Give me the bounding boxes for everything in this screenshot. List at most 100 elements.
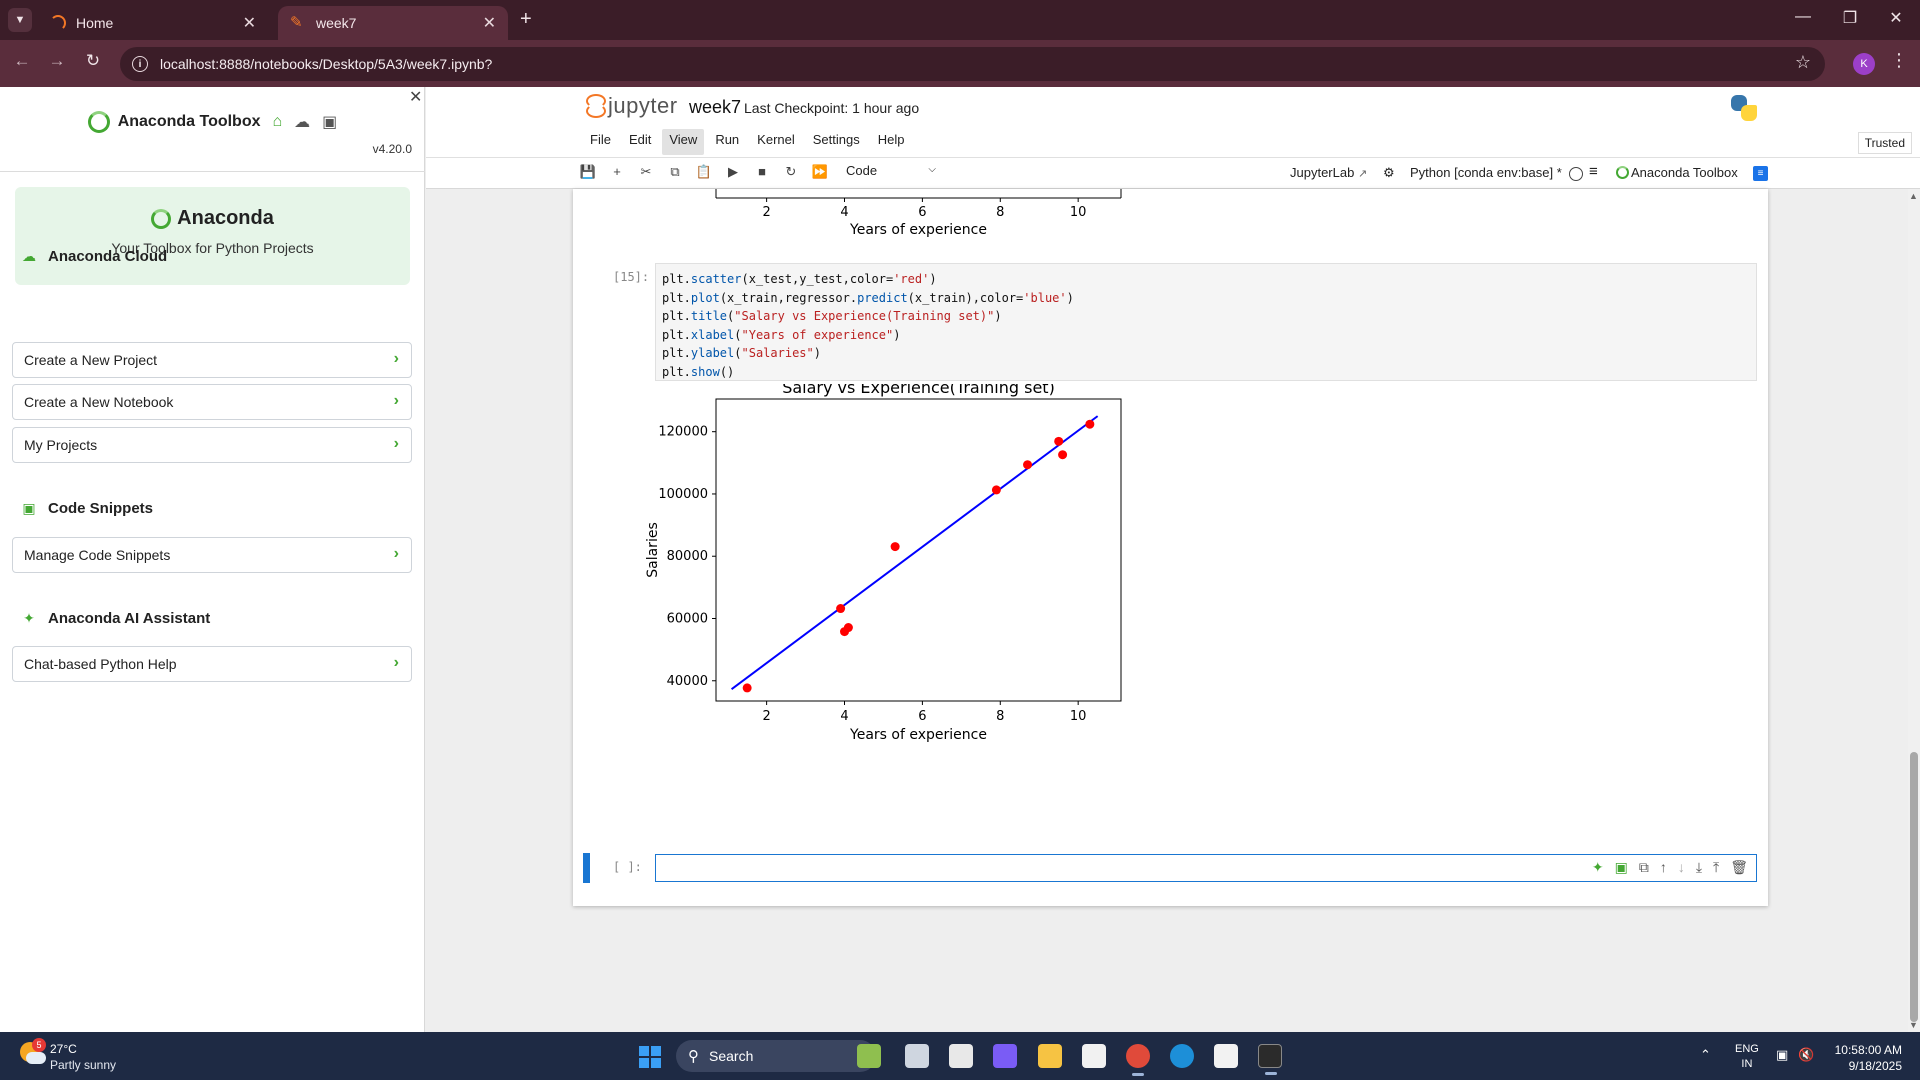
browser-menu-icon[interactable]: ⋮ <box>1890 50 1908 70</box>
notebook-toolbar: 💾 + ✂ ⧉ 📋 ▶ ■ ↻ ⏩ Code ⌵ JupyterLab ↗ ⚙ … <box>426 157 1920 189</box>
network-icon[interactable]: ▣ <box>1776 1047 1789 1062</box>
cell-type-select[interactable]: Code ⌵ <box>846 163 936 178</box>
terminal-icon[interactable] <box>1258 1044 1282 1075</box>
menu-edit[interactable]: Edit <box>628 132 652 147</box>
add-cell-icon[interactable]: + <box>613 164 621 179</box>
cloud-outline-icon[interactable]: ☁ <box>294 114 311 131</box>
scroll-down-icon[interactable]: ▼ <box>1909 1020 1918 1030</box>
code-line: plt.title("Salary vs Experience(Training… <box>662 307 1750 326</box>
copilot-icon[interactable] <box>993 1044 1017 1068</box>
tab-search-button[interactable]: ▼ <box>8 8 32 32</box>
copy-icon[interactable]: ⧉ <box>670 164 680 179</box>
notebook-name[interactable]: week7 <box>689 97 742 117</box>
app-store-icon[interactable] <box>949 1044 973 1068</box>
notebook-scrollbar[interactable]: ▲ ▼ <box>1908 189 1920 1032</box>
system-clock[interactable]: 10:58:00 AM 9/18/2025 <box>1835 1042 1902 1074</box>
start-button[interactable] <box>639 1046 661 1068</box>
y-tick-label: 120000 <box>658 425 708 440</box>
insert-above-icon[interactable]: ⤓ <box>1695 859 1703 875</box>
notebook-panel[interactable]: 2 4 6 8 10 Years of experience [15]: plt.scat… <box>573 189 1768 906</box>
close-icon[interactable]: ✕ <box>242 15 256 32</box>
new-tab-button[interactable]: + <box>520 8 532 30</box>
anaconda-logo-icon <box>151 208 172 229</box>
ai-assistant-icon[interactable]: ✦ <box>1591 859 1604 875</box>
close-icon[interactable]: ✕ <box>482 15 496 32</box>
code-line: plt.plot(x_train,regressor.predict(x_tra… <box>662 289 1750 308</box>
jupyterlab-label: JupyterLab <box>1290 165 1355 180</box>
menu-bar: File Edit View Run Kernel Settings Help <box>583 129 911 155</box>
anaconda-toolbox-button[interactable]: Anaconda Toolbox <box>1616 165 1738 180</box>
duplicate-cell-icon[interactable]: ⧉ <box>1638 859 1649 875</box>
menu-run[interactable]: Run <box>715 132 740 147</box>
menu-view[interactable]: View <box>662 129 705 155</box>
file-explorer-icon[interactable] <box>1038 1044 1062 1068</box>
menu-file[interactable]: File <box>590 132 611 147</box>
move-up-icon[interactable]: ↑ <box>1659 859 1667 875</box>
code-icon[interactable]: ▣ <box>322 114 338 131</box>
back-icon[interactable]: ← <box>13 51 31 70</box>
delete-cell-icon[interactable]: 🗑 <box>1730 859 1748 875</box>
code-token: ( <box>734 327 742 342</box>
code-token: 'blue' <box>1023 290 1067 305</box>
weather-temperature[interactable]: 27°C <box>50 1042 77 1056</box>
debugger-icon[interactable]: ⚙ <box>1383 165 1395 180</box>
show-hidden-icons[interactable]: ⌃ <box>1700 1047 1711 1062</box>
scatter-point <box>991 485 1001 495</box>
restore-icon[interactable]: ❐ <box>1842 10 1858 27</box>
code-cell-15[interactable]: plt.scatter(x_test,y_test,color='red') pl… <box>655 263 1757 381</box>
jupyter-logo[interactable]: jupyter <box>586 93 678 119</box>
url-input[interactable]: i localhost:8888/notebooks/Desktop/5A3/w… <box>120 47 1825 81</box>
empty-code-cell[interactable]: ✦ ▣ ⧉ ↑ ↓ ⤓ ⤒ 🗑 <box>655 854 1757 882</box>
scroll-up-icon[interactable]: ▲ <box>1909 191 1918 201</box>
tab-week7[interactable]: ✎ week7 ✕ <box>278 6 508 40</box>
insert-below-icon[interactable]: ⤒ <box>1713 859 1720 875</box>
code-token: () <box>719 364 735 379</box>
list-icon[interactable]: ≡ <box>1589 163 1598 180</box>
menu-settings[interactable]: Settings <box>812 132 860 147</box>
y-tick-label: 80000 <box>667 549 708 564</box>
save-icon[interactable]: 💾 <box>579 164 597 179</box>
scrollbar-thumb[interactable] <box>1910 752 1918 1022</box>
home-icon[interactable]: ⌂ <box>272 113 283 130</box>
forward-icon[interactable]: → <box>48 51 66 70</box>
minimize-icon[interactable]: — <box>1795 8 1811 25</box>
run-all-icon[interactable]: ⏩ <box>811 164 829 179</box>
run-icon[interactable]: ▶ <box>728 164 738 179</box>
chrome-icon[interactable] <box>1126 1044 1150 1076</box>
widgets-app-icon[interactable] <box>857 1044 881 1068</box>
volume-muted-icon[interactable]: 🔇 <box>1798 1047 1815 1062</box>
task-view-icon[interactable] <box>905 1044 929 1068</box>
my-projects-button[interactable]: My Projects › <box>12 427 412 463</box>
language-indicator[interactable]: ENG IN <box>1735 1042 1759 1072</box>
weather-description[interactable]: Partly sunny <box>50 1058 117 1072</box>
microsoft-store-icon[interactable] <box>1082 1044 1106 1068</box>
jupyterlab-link[interactable]: JupyterLab ↗ <box>1290 165 1367 180</box>
menu-help[interactable]: Help <box>877 132 905 147</box>
manage-code-snippets-button[interactable]: Manage Code Snippets › <box>12 537 412 573</box>
chat-python-help-button[interactable]: Chat-based Python Help › <box>12 646 412 682</box>
move-down-icon[interactable]: ↓ <box>1677 859 1685 875</box>
edge-icon[interactable] <box>1170 1044 1194 1068</box>
property-inspector-icon[interactable]: ≡ <box>1753 166 1768 181</box>
code-snippet-icon[interactable]: ▣ <box>1614 859 1628 875</box>
anaconda-hero-card: Anaconda Your Toolbox for Python Project… <box>15 187 410 285</box>
window-close-icon[interactable]: ✕ <box>1889 10 1903 27</box>
cut-icon[interactable]: ✂ <box>640 164 652 179</box>
tab-home[interactable]: Home ✕ <box>38 6 268 40</box>
trusted-indicator[interactable]: Trusted <box>1857 132 1912 154</box>
stop-icon[interactable]: ■ <box>758 164 766 179</box>
menu-kernel[interactable]: Kernel <box>757 132 795 147</box>
restart-icon[interactable]: ↻ <box>785 164 797 179</box>
pdf-viewer-icon[interactable] <box>1214 1044 1238 1068</box>
create-new-notebook-button[interactable]: Create a New Notebook › <box>12 384 412 420</box>
kernel-name[interactable]: Python [conda env:base] * <box>1410 165 1562 180</box>
reload-icon[interactable]: ↻ <box>85 51 101 70</box>
paste-icon[interactable]: 📋 <box>695 164 713 179</box>
taskbar-search[interactable]: ⚲ Search <box>676 1040 876 1072</box>
site-info-icon[interactable]: i <box>132 56 148 72</box>
create-new-project-button[interactable]: Create a New Project › <box>12 342 412 378</box>
cell-prompt: [15]: <box>613 270 650 284</box>
bookmark-star-icon[interactable]: ☆ <box>1794 52 1811 72</box>
close-sidebar-icon[interactable]: ✕ <box>409 89 423 106</box>
profile-avatar[interactable]: K <box>1853 53 1875 75</box>
